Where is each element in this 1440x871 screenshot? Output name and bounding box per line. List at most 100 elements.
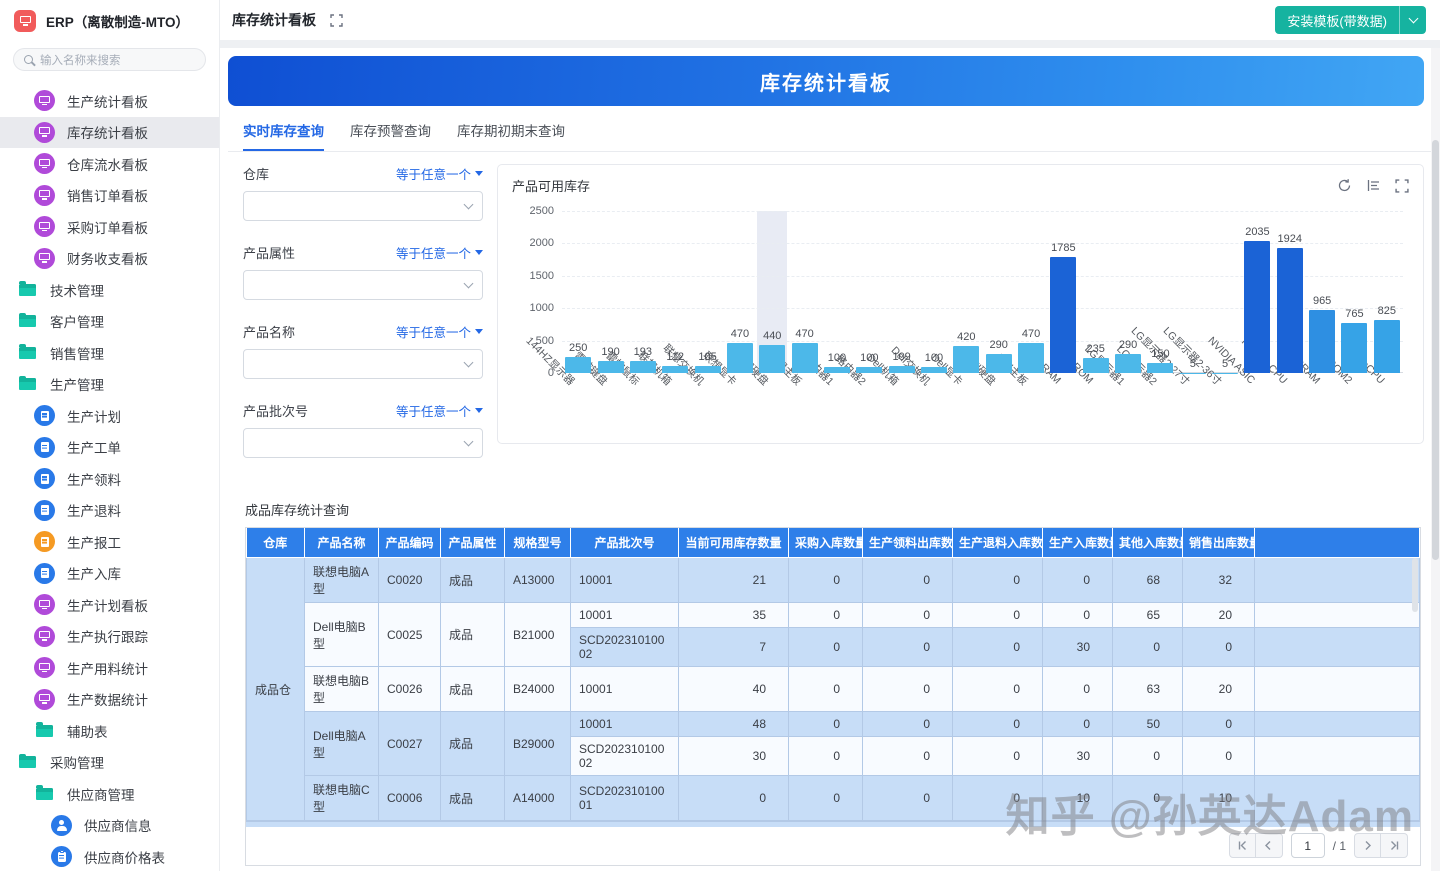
sidebar-item[interactable]: 客户管理 (0, 306, 219, 338)
sidebar-item[interactable]: 生产管理 (0, 369, 219, 401)
table-cell: 20 (1182, 666, 1255, 712)
table-cell: 0 (788, 666, 863, 712)
tab-item[interactable]: 库存期初期末查询 (457, 124, 565, 139)
filter-operator[interactable]: 等于任意一个 (396, 164, 483, 183)
indicator-settings-icon[interactable] (1366, 178, 1381, 193)
sidebar-item[interactable]: 生产统计看板 (0, 85, 219, 117)
sidebar-item-label: 供应商管理 (67, 787, 135, 803)
table-row[interactable]: SCD20231010002 30 0 0 0 30 0 0 (247, 736, 1420, 776)
sidebar-item[interactable]: 供应商信息 (0, 810, 219, 842)
bar[interactable] (1018, 342, 1045, 373)
table-row[interactable]: 联想电脑C型 C0006 成品 A14000 SCD20231010001 0 0 0 0 10 0… (247, 775, 1420, 821)
expand-icon[interactable] (330, 13, 343, 27)
filter-select[interactable] (243, 270, 483, 300)
filter-select[interactable] (243, 428, 483, 458)
sidebar-item[interactable]: 采购管理 (0, 747, 219, 779)
table-cell: C0027 (378, 711, 441, 776)
sidebar-item[interactable]: 仓库流水看板 (0, 148, 219, 180)
refresh-icon[interactable] (1337, 178, 1352, 193)
sidebar-item[interactable]: 生产工单 (0, 432, 219, 464)
sidebar-item[interactable]: 生产执行跟踪 (0, 621, 219, 653)
bar[interactable] (1050, 257, 1077, 373)
filter-select[interactable] (243, 191, 483, 221)
sidebar-item[interactable]: 供应商价格表 (0, 841, 219, 871)
bar[interactable] (1309, 310, 1336, 373)
table-cell (1254, 627, 1420, 667)
sidebar-item[interactable]: 生产计划 (0, 400, 219, 432)
sidebar-item[interactable]: 采购订单看板 (0, 211, 219, 243)
column-header: 其他入库数量 (1112, 528, 1183, 558)
filter-operator[interactable]: 等于任意一个 (396, 401, 483, 420)
scrollbar-thumb[interactable] (1432, 140, 1439, 560)
table-cell: 10001 (570, 711, 679, 737)
folder-icon (19, 281, 36, 296)
bar[interactable] (1373, 319, 1400, 373)
bar[interactable] (791, 342, 818, 373)
table-row[interactable]: 联想电脑B型 C0026 成品 B24000 10001 40 0 0 0 0 63 20 (247, 666, 1420, 712)
next-page-button[interactable] (1354, 833, 1381, 858)
bar[interactable] (629, 360, 656, 373)
table-cell (1254, 775, 1420, 821)
sidebar-item[interactable]: 销售订单看板 (0, 180, 219, 212)
bar[interactable] (920, 366, 947, 373)
page-number-input[interactable]: 1 (1290, 833, 1325, 858)
tab-item[interactable]: 库存预警查询 (350, 124, 431, 139)
bar[interactable] (823, 366, 850, 373)
sidebar-item[interactable]: 库存统计看板 (0, 116, 219, 148)
sidebar-item[interactable]: 生产领料 (0, 463, 219, 495)
tab-active[interactable]: 实时库存查询 (243, 120, 324, 151)
sidebar-item[interactable]: 生产数据统计 (0, 684, 219, 716)
sidebar-item[interactable]: 财务收支看板 (0, 243, 219, 275)
filter-operator[interactable]: 等于任意一个 (396, 243, 483, 262)
install-dropdown-arrow[interactable] (1400, 6, 1426, 34)
bar[interactable] (759, 344, 786, 373)
sidebar-item[interactable]: 辅助表 (0, 715, 219, 747)
sidebar-item[interactable]: 生产退料 (0, 495, 219, 527)
user-icon (51, 814, 72, 836)
sidebar-item[interactable]: 技术管理 (0, 274, 219, 306)
bar[interactable] (1115, 354, 1142, 373)
table-row[interactable]: Dell电脑A型 C0027 成品 B29000 10001 48 0 0 0 0 50 0 (247, 711, 1420, 776)
bar-value-label: 290 (1118, 339, 1138, 352)
app-logo: ERP（离散制造-MTO） (0, 0, 219, 40)
fullscreen-icon[interactable] (1395, 178, 1409, 193)
last-page-button[interactable] (1381, 833, 1408, 858)
sidebar-item[interactable]: 供应商管理 (0, 778, 219, 810)
sidebar-item[interactable]: 生产入库 (0, 558, 219, 590)
bar[interactable] (888, 365, 915, 373)
sidebar-item[interactable]: 生产用料统计 (0, 652, 219, 684)
bar[interactable] (1212, 372, 1239, 373)
bar[interactable] (694, 366, 721, 373)
install-template-label[interactable]: 安装模板(带数据) (1287, 13, 1387, 29)
bar[interactable] (597, 360, 624, 373)
sidebar-search-input[interactable]: 输入名称来搜索 (13, 48, 206, 71)
column-header: 采购入库数量 (788, 528, 863, 558)
first-page-button[interactable] (1228, 833, 1256, 858)
bar[interactable] (1341, 323, 1368, 373)
bar[interactable] (1179, 372, 1206, 373)
bar[interactable] (565, 356, 592, 373)
bar[interactable] (1244, 241, 1271, 373)
filter-select[interactable] (243, 349, 483, 379)
sidebar-item[interactable]: 销售管理 (0, 337, 219, 369)
document-icon (34, 562, 55, 584)
table-row[interactable]: 成品仓 联想电脑A型 C0020 成品 A13000 10001 21 0 0 0 0 68 32 (246, 557, 1420, 821)
install-template-button[interactable]: 安装模板(带数据) (1275, 6, 1426, 34)
bar[interactable] (1147, 363, 1174, 373)
bar[interactable] (726, 342, 753, 373)
bar[interactable] (662, 365, 689, 373)
bar[interactable] (953, 345, 980, 373)
bar[interactable] (1082, 357, 1109, 373)
page-scrollbar[interactable] (1431, 48, 1440, 871)
table-row[interactable]: Dell电脑B型 C0025 成品 B21000 10001 35 0 0 0 0 65 20 (247, 602, 1420, 667)
prev-page-button[interactable] (1255, 833, 1283, 858)
table-cell: 0 (788, 602, 863, 628)
filter-operator[interactable]: 等于任意一个 (396, 322, 483, 341)
table-scrollbar[interactable] (1412, 558, 1418, 612)
document-icon (34, 436, 55, 458)
bar[interactable] (985, 354, 1012, 373)
sidebar-item[interactable]: 生产报工 (0, 526, 219, 558)
bar[interactable] (1276, 248, 1303, 373)
bar[interactable] (856, 366, 883, 373)
sidebar-item[interactable]: 生产计划看板 (0, 589, 219, 621)
